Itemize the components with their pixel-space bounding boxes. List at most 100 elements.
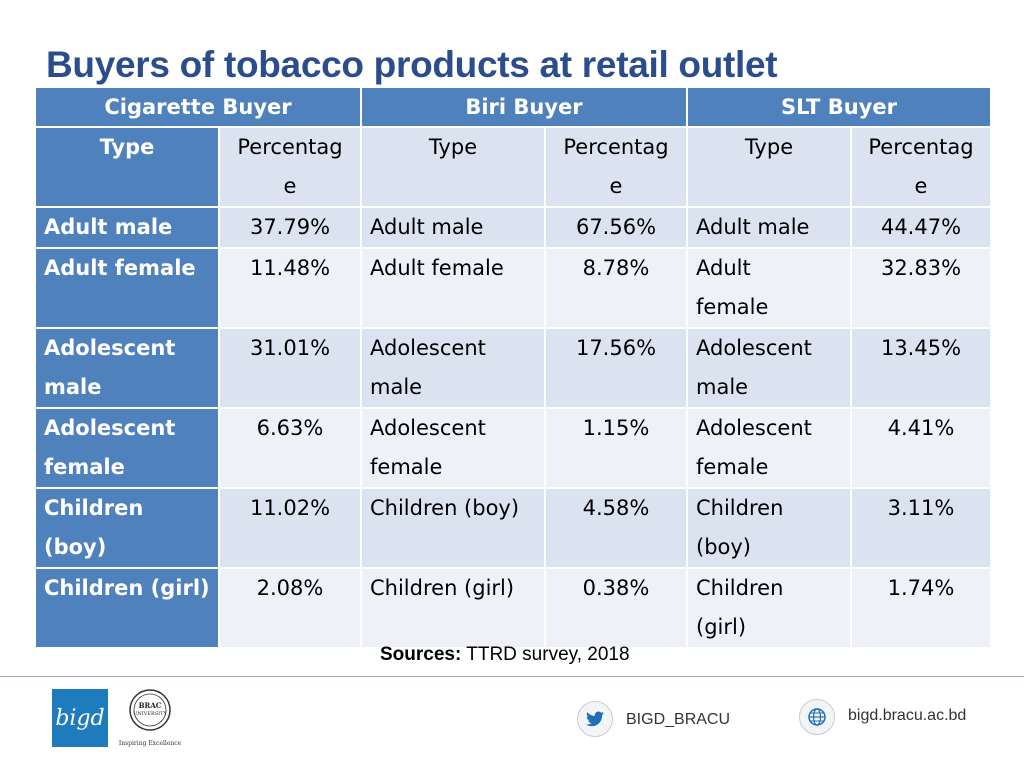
biri-percentage-cell: 67.56%	[544, 206, 688, 249]
col-header-percentage-line1: Percentag	[237, 135, 343, 159]
biri-type-line: male	[370, 375, 423, 399]
table-row: Adolescent male 31.01% Adolescent male 17.56%…	[34, 327, 992, 409]
col-header-percentage: Percentag e	[850, 126, 992, 208]
cigarette-type-line: male	[44, 375, 102, 399]
cigarette-type-line: Children (boy)	[44, 496, 144, 559]
cigarette-type-line: female	[44, 455, 125, 479]
cigarette-type-cell: Adolescent male	[34, 327, 220, 409]
group-header-row: Cigarette Buyer Biri Buyer SLT Buyer	[34, 86, 992, 128]
col-header-percentage-line1: Percentag	[868, 135, 974, 159]
slt-type-line: (boy)	[696, 535, 751, 559]
footer-divider	[0, 676, 1024, 677]
slt-type-line: Adolescent	[696, 336, 812, 360]
col-header-type-text: Type	[744, 135, 794, 159]
slt-type-line: Adult	[696, 256, 751, 280]
col-header-type: Type	[360, 126, 546, 208]
biri-type-cell: Adult female	[360, 247, 546, 329]
slt-percentage-cell: 4.41%	[850, 407, 992, 489]
cigarette-type-line: Adult male	[44, 215, 173, 239]
sources-text: TTRD survey, 2018	[461, 644, 630, 665]
col-header-percentage: Percentag e	[544, 126, 688, 208]
table-row: Adult female 11.48% Adult female 8.78% Adult…	[34, 247, 992, 329]
col-header-type-text: Type	[99, 135, 155, 159]
website-link[interactable]: bigd.bracu.ac.bd	[848, 707, 967, 724]
cigarette-type-line: Adolescent	[44, 336, 176, 360]
slt-type-line: male	[696, 375, 749, 399]
col-header-percentage-line2: e	[609, 174, 623, 198]
brac-logo-line1: BRAC	[139, 701, 162, 710]
slt-type-line: Adolescent	[696, 416, 812, 440]
twitter-handle[interactable]: BIGD_BRACU	[626, 711, 731, 728]
col-header-type-text: Type	[428, 135, 478, 159]
table-row: Adult male 37.79% Adult male 67.56% Adult ma…	[34, 206, 992, 249]
group-header-slt: SLT Buyer	[686, 86, 992, 128]
table-row: Children (girl) 2.08% Children (girl) 0.38%…	[34, 567, 992, 649]
slt-type-cell: Adolescent female	[686, 407, 852, 489]
table-body: Adult male 37.79% Adult male 67.56% Adult ma…	[34, 206, 992, 649]
slt-type-cell: Children (boy)	[686, 487, 852, 569]
cigarette-percentage-cell: 11.02%	[218, 487, 362, 569]
col-header-percentage-line1: Percentag	[563, 135, 669, 159]
biri-type-cell: Children (girl)	[360, 567, 546, 649]
cigarette-type-cell: Adult female	[34, 247, 220, 329]
bigd-logo: bigd	[52, 689, 108, 747]
slt-percentage-cell: 44.47%	[850, 206, 992, 249]
cigarette-percentage-cell: 2.08%	[218, 567, 362, 649]
slt-type-line: female	[696, 295, 769, 319]
slt-type-line: Children	[696, 576, 784, 600]
sub-header-row: Type Percentag e Type Percentag e Type Per…	[34, 126, 992, 208]
col-header-percentage: Percentag e	[218, 126, 362, 208]
cigarette-type-line: Adolescent	[44, 416, 176, 440]
twitter-icon[interactable]	[577, 701, 613, 737]
slt-type-line: female	[696, 455, 769, 479]
twitter-bird-glyph	[586, 711, 604, 727]
cigarette-percentage-cell: 31.01%	[218, 327, 362, 409]
globe-icon[interactable]	[799, 699, 835, 735]
globe-glyph	[808, 708, 826, 726]
biri-type-line: Adolescent	[370, 336, 486, 360]
slt-percentage-cell: 1.74%	[850, 567, 992, 649]
sources-note: Sources: TTRD survey, 2018	[380, 644, 630, 666]
col-header-percentage-line2: e	[283, 174, 297, 198]
biri-type-line: Children (girl)	[370, 576, 515, 600]
table-row: Children (boy) 11.02% Children (boy) 4.58% C…	[34, 487, 992, 569]
biri-percentage-cell: 4.58%	[544, 487, 688, 569]
brac-logo-line2: UNIVERSITY	[133, 711, 167, 717]
buyers-table: Cigarette Buyer Biri Buyer SLT Buyer Typ…	[34, 86, 992, 649]
biri-type-line: Adult male	[370, 215, 484, 239]
cigarette-percentage-cell: 6.63%	[218, 407, 362, 489]
slt-type-line: Children	[696, 496, 784, 520]
group-header-biri: Biri Buyer	[360, 86, 688, 128]
biri-percentage-cell: 8.78%	[544, 247, 688, 329]
slt-type-line: (girl)	[696, 615, 747, 639]
col-header-percentage-line2: e	[914, 174, 928, 198]
slt-percentage-cell: 13.45%	[850, 327, 992, 409]
table-row: Adolescent female 6.63% Adolescent female 1.1…	[34, 407, 992, 489]
cigarette-type-line: Children (girl)	[44, 576, 210, 600]
slt-type-cell: Children (girl)	[686, 567, 852, 649]
cigarette-type-cell: Children (boy)	[34, 487, 220, 569]
biri-type-line: Adolescent	[370, 416, 486, 440]
page-title: Buyers of tobacco products at retail out…	[46, 44, 778, 85]
cigarette-type-line: Adult female	[44, 256, 196, 280]
biri-percentage-cell: 17.56%	[544, 327, 688, 409]
cigarette-percentage-cell: 11.48%	[218, 247, 362, 329]
sources-label: Sources:	[380, 644, 462, 665]
slt-type-cell: Adolescent male	[686, 327, 852, 409]
col-header-type: Type	[686, 126, 852, 208]
biri-type-line: female	[370, 455, 443, 479]
biri-type-cell: Adult male	[360, 206, 546, 249]
brac-logo-tagline: Inspiring Excellence	[119, 740, 182, 747]
cigarette-percentage-cell: 37.79%	[218, 206, 362, 249]
group-header-cigarette: Cigarette Buyer	[34, 86, 362, 128]
biri-type-line: Children (boy)	[370, 496, 520, 520]
biri-type-line: Adult female	[370, 256, 504, 280]
col-header-type: Type	[34, 126, 220, 208]
slt-percentage-cell: 32.83%	[850, 247, 992, 329]
biri-percentage-cell: 1.15%	[544, 407, 688, 489]
slt-type-line: Adult male	[696, 215, 810, 239]
cigarette-type-cell: Adolescent female	[34, 407, 220, 489]
cigarette-type-cell: Adult male	[34, 206, 220, 249]
biri-type-cell: Adolescent female	[360, 407, 546, 489]
bigd-logo-text: bigd	[55, 705, 105, 731]
